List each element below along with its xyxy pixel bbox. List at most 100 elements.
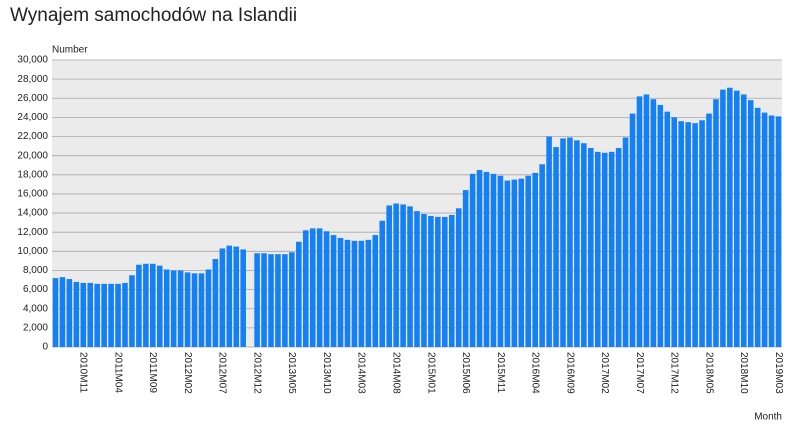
bar: [588, 148, 594, 347]
bar: [254, 253, 260, 347]
bar: [768, 115, 775, 347]
bar: [706, 113, 712, 347]
bar: [539, 164, 545, 347]
x-tick-label: 2017M02: [599, 352, 610, 394]
x-tick-label: 2013M05: [286, 352, 297, 394]
bar: [720, 89, 726, 347]
bar: [713, 99, 719, 348]
x-tick-label: 2011M09: [147, 352, 158, 393]
bar: [615, 148, 622, 347]
bar: [407, 206, 413, 347]
bar: [150, 263, 156, 347]
y-tick-label: 12,000: [17, 227, 48, 238]
bar: [122, 282, 128, 347]
x-tick-label: 2010M11: [78, 352, 89, 393]
x-tick-label: 2017M07: [634, 352, 645, 394]
bar: [212, 258, 219, 347]
y-tick-label: 8,000: [23, 265, 48, 276]
bar: [94, 283, 100, 347]
bar: [553, 147, 559, 347]
bar: [52, 278, 59, 347]
x-tick-label: 2015M01: [425, 352, 436, 394]
x-tick-label: 2018M10: [738, 352, 749, 394]
x-tick-label: 2012M02: [182, 352, 193, 394]
bar: [428, 215, 434, 347]
bar: [289, 252, 295, 347]
y-tick-label: 6,000: [23, 284, 48, 295]
bar: [156, 265, 163, 347]
bar: [455, 208, 462, 347]
bar: [747, 100, 754, 348]
y-tick-label: 2,000: [23, 323, 48, 334]
x-tick-label: 2019M03: [773, 352, 784, 394]
y-axis-label: Number: [52, 45, 88, 56]
bar: [136, 264, 142, 347]
bar: [761, 112, 768, 347]
bar: [240, 249, 246, 347]
bar: [650, 99, 657, 348]
bar: [734, 90, 740, 347]
y-tick-label: 28,000: [17, 74, 48, 85]
bar: [469, 173, 476, 347]
bar: [87, 282, 94, 347]
bar: [414, 211, 420, 347]
bar: [594, 151, 601, 347]
bar: [372, 235, 379, 347]
bar: [261, 253, 267, 347]
y-tick-label: 26,000: [17, 93, 48, 104]
bar: [393, 203, 399, 347]
bar: [442, 216, 448, 347]
bar: [476, 170, 483, 347]
y-tick-label: 10,000: [17, 246, 48, 257]
y-tick-label: 0: [42, 342, 48, 353]
bar: [636, 96, 643, 347]
bar: [671, 117, 678, 348]
bar: [198, 273, 205, 347]
bar: [191, 273, 198, 347]
bar: [108, 283, 114, 347]
x-tick-label: 2017M12: [669, 352, 680, 394]
bar: [59, 277, 66, 347]
bar: [177, 270, 184, 347]
bar: [490, 173, 497, 347]
y-tick-label: 14,000: [17, 208, 48, 219]
bar: [296, 241, 302, 347]
y-tick-label: 30,000: [17, 55, 48, 66]
chart-title: Wynajem samochodów na Islandii: [10, 5, 297, 26]
bar: [66, 279, 73, 347]
bar: [323, 231, 330, 347]
x-tick-label: 2015M06: [460, 352, 471, 394]
bar: [316, 228, 323, 347]
bar: [435, 216, 441, 347]
bar: [365, 239, 372, 347]
bar: [699, 120, 705, 348]
bar: [518, 178, 525, 347]
y-tick-label: 4,000: [23, 303, 48, 314]
bar: [740, 94, 747, 347]
bar: [657, 104, 664, 347]
bar: [184, 272, 191, 347]
x-tick-label: 2014M03: [356, 352, 367, 394]
x-tick-label: 2012M12: [251, 352, 262, 394]
bar: [386, 205, 392, 347]
bar: [504, 180, 511, 347]
y-tick-label: 18,000: [17, 169, 48, 180]
bar: [337, 237, 344, 347]
bar: [525, 175, 532, 347]
bar: [581, 143, 587, 347]
x-tick-label: 2016M09: [564, 352, 575, 394]
bar: [546, 136, 552, 347]
x-tick-label: 2011M04: [112, 352, 123, 393]
bar: [601, 152, 608, 347]
bar: [421, 214, 427, 347]
bar: [727, 87, 733, 347]
bar: [170, 270, 177, 347]
bar: [268, 254, 274, 347]
x-tick-label: 2015M11: [495, 352, 506, 393]
x-tick-label: 2016M04: [530, 352, 541, 394]
bar: [302, 230, 309, 347]
bar: [358, 240, 365, 347]
bar: [511, 179, 518, 347]
bar: [462, 190, 469, 347]
